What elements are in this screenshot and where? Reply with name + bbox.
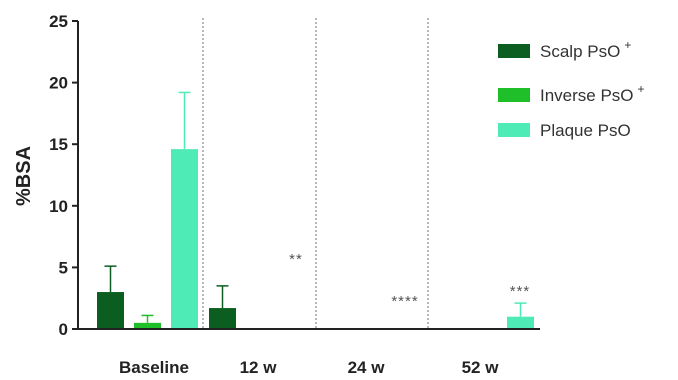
legend: Scalp PsO + Inverse PsO + Plaque PsO: [498, 38, 645, 140]
bar: [134, 322, 161, 329]
x-tick-label: 52 w: [462, 358, 500, 377]
legend-superscript: +: [624, 38, 631, 52]
legend-item: Inverse PsO +: [498, 82, 645, 105]
y-tick-label: 10: [49, 197, 68, 216]
time-separators: [202, 18, 429, 329]
significance-marker: **: [289, 251, 303, 268]
x-tick-label: Baseline: [119, 358, 189, 377]
legend-superscript: +: [638, 82, 645, 96]
x-tick-label: 24 w: [348, 358, 386, 377]
legend-label: Plaque PsO: [540, 121, 631, 140]
legend-swatch: [498, 44, 530, 58]
significance-annotations: *********: [289, 251, 531, 310]
x-axis-labels: Baseline 12 w 24 w 52 w: [119, 358, 499, 377]
legend-label: Inverse PsO +: [540, 82, 645, 105]
legend-swatch: [498, 123, 530, 137]
y-tick-label: 20: [49, 74, 68, 93]
y-tick-label: 25: [49, 12, 68, 31]
legend-item: Plaque PsO: [498, 121, 631, 140]
bar: [171, 149, 198, 329]
bars: [78, 91, 540, 330]
bar: [97, 292, 124, 329]
y-axis-title: %BSA: [13, 146, 35, 206]
y-tick-label: 5: [59, 258, 68, 277]
x-tick-label: 12 w: [240, 358, 278, 377]
bar: [209, 308, 236, 329]
legend-swatch: [498, 88, 530, 102]
legend-item: Scalp PsO +: [498, 38, 631, 61]
bar: [507, 316, 534, 329]
y-tick-label: 0: [59, 320, 68, 339]
y-tick-label: 15: [49, 135, 68, 154]
significance-marker: ***: [510, 283, 531, 300]
y-axis: 0 5 10 15 20 25: [49, 12, 79, 339]
legend-label: Scalp PsO +: [540, 38, 631, 61]
significance-marker: ****: [391, 293, 418, 310]
